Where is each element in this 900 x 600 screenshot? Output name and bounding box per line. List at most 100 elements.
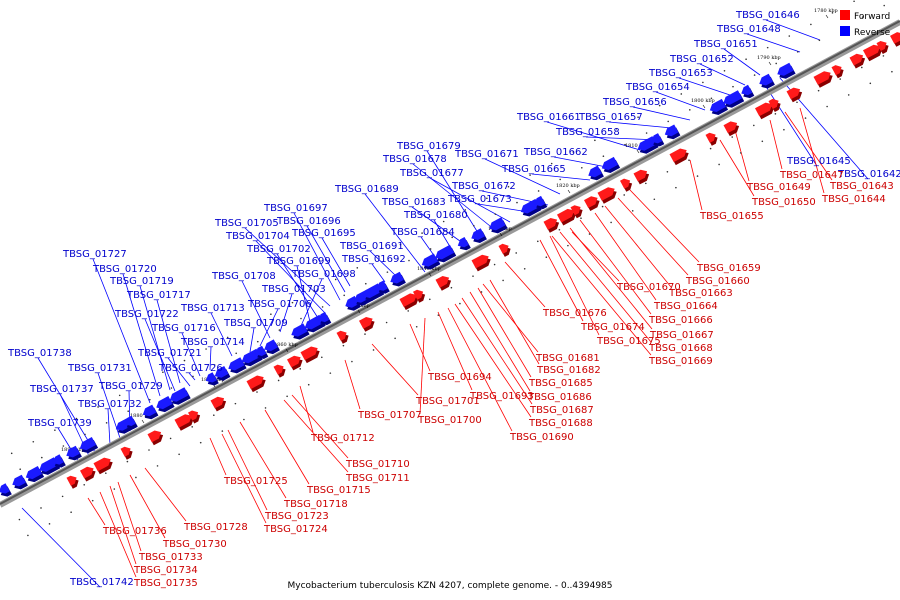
gene-label-tbsg-01670[interactable]: TBSG_01670 (616, 282, 681, 293)
gene-label-tbsg-01729[interactable]: TBSG_01729 (98, 381, 163, 392)
gene-label-tbsg-01687[interactable]: TBSG_01687 (529, 405, 594, 416)
gene-label-tbsg-01679[interactable]: TBSG_01679 (396, 141, 461, 152)
gene-label-tbsg-01648[interactable]: TBSG_01648 (716, 24, 781, 35)
gene-label-tbsg-01664[interactable]: TBSG_01664 (653, 301, 718, 312)
gene-label-tbsg-01695[interactable]: TBSG_01695 (291, 228, 356, 239)
gene-label-tbsg-01659[interactable]: TBSG_01659 (696, 263, 761, 274)
gene-label-tbsg-01644[interactable]: TBSG_01644 (821, 194, 886, 205)
gene-label-tbsg-01691[interactable]: TBSG_01691 (339, 241, 404, 252)
gene-label-tbsg-01681[interactable]: TBSG_01681 (535, 353, 600, 364)
gene-label-tbsg-01649[interactable]: TBSG_01649 (746, 182, 811, 193)
gene-label-tbsg-01723[interactable]: TBSG_01723 (264, 511, 329, 522)
gene-label-tbsg-01734[interactable]: TBSG_01734 (133, 565, 198, 576)
gene-label-tbsg-01719[interactable]: TBSG_01719 (109, 276, 174, 287)
gene-label-tbsg-01654[interactable]: TBSG_01654 (625, 82, 690, 93)
gene-label-tbsg-01668[interactable]: TBSG_01668 (648, 343, 713, 354)
gene-label-tbsg-01703[interactable]: TBSG_01703 (261, 284, 326, 295)
gene-label-tbsg-01714[interactable]: TBSG_01714 (180, 337, 245, 348)
gene-label-tbsg-01665[interactable]: TBSG_01665 (501, 164, 566, 175)
gene-label-tbsg-01655[interactable]: TBSG_01655 (699, 211, 764, 222)
gene-label-tbsg-01738[interactable]: TBSG_01738 (7, 348, 72, 359)
gene-label-tbsg-01685[interactable]: TBSG_01685 (528, 378, 593, 389)
gene-label-tbsg-01721[interactable]: TBSG_01721 (137, 348, 202, 359)
gene-label-tbsg-01653[interactable]: TBSG_01653 (648, 68, 713, 79)
gene-label-tbsg-01713[interactable]: TBSG_01713 (180, 303, 245, 314)
gene-label-tbsg-01689[interactable]: TBSG_01689 (334, 184, 399, 195)
gene-label-tbsg-01676[interactable]: TBSG_01676 (542, 308, 607, 319)
gene-label-tbsg-01682[interactable]: TBSG_01682 (536, 365, 601, 376)
gene-label-tbsg-01677[interactable]: TBSG_01677 (399, 168, 464, 179)
gene-label-tbsg-01737[interactable]: TBSG_01737 (29, 384, 94, 395)
gene-label-tbsg-01709[interactable]: TBSG_01709 (223, 318, 288, 329)
gene-label-tbsg-01692[interactable]: TBSG_01692 (341, 254, 406, 265)
gene-label-tbsg-01671[interactable]: TBSG_01671 (454, 149, 519, 160)
gene-label-tbsg-01643[interactable]: TBSG_01643 (829, 181, 894, 192)
gene-label-tbsg-01678[interactable]: TBSG_01678 (382, 154, 447, 165)
gene-label-tbsg-01720[interactable]: TBSG_01720 (92, 264, 157, 275)
gene-label-tbsg-01702[interactable]: TBSG_01702 (246, 244, 311, 255)
gene-label-tbsg-01661[interactable]: TBSG_01661 (516, 112, 581, 123)
gene-label-tbsg-01645[interactable]: TBSG_01645 (786, 156, 851, 167)
gene-label-tbsg-01657[interactable]: TBSG_01657 (578, 112, 643, 123)
gene-label-tbsg-01700[interactable]: TBSG_01700 (417, 415, 482, 426)
gene-label-tbsg-01696[interactable]: TBSG_01696 (276, 216, 341, 227)
gene-label-tbsg-01672[interactable]: TBSG_01672 (451, 181, 516, 192)
gene-label-tbsg-01708[interactable]: TBSG_01708 (211, 271, 276, 282)
gene-label-tbsg-01726[interactable]: TBSG_01726 (158, 363, 223, 374)
gene-label-tbsg-01663[interactable]: TBSG_01663 (668, 288, 733, 299)
gene-label-tbsg-01688[interactable]: TBSG_01688 (528, 418, 593, 429)
gene-label-tbsg-01705[interactable]: TBSG_01705 (214, 218, 279, 229)
gene-label-tbsg-01680[interactable]: TBSG_01680 (403, 210, 468, 221)
gene-label-tbsg-01642[interactable]: TBSG_01642 (837, 169, 900, 180)
gene-label-tbsg-01715[interactable]: TBSG_01715 (306, 485, 371, 496)
gene-label-tbsg-01739[interactable]: TBSG_01739 (27, 418, 92, 429)
gene-label-tbsg-01699[interactable]: TBSG_01699 (266, 256, 331, 267)
gene-label-tbsg-01675[interactable]: TBSG_01675 (596, 336, 661, 347)
gene-label-tbsg-01667[interactable]: TBSG_01667 (649, 330, 714, 341)
gene-label-tbsg-01674[interactable]: TBSG_01674 (580, 322, 645, 333)
gene-label-tbsg-01658[interactable]: TBSG_01658 (555, 127, 620, 138)
gene-label-tbsg-01684[interactable]: TBSG_01684 (390, 227, 455, 238)
gene-label-tbsg-01698[interactable]: TBSG_01698 (291, 269, 356, 280)
gene-label-tbsg-01736[interactable]: TBSG_01736 (102, 526, 167, 537)
gene-label-tbsg-01731[interactable]: TBSG_01731 (67, 363, 132, 374)
gene-label-tbsg-01712[interactable]: TBSG_01712 (310, 433, 375, 444)
gene-label-tbsg-01724[interactable]: TBSG_01724 (263, 524, 328, 535)
gene-label-tbsg-01735[interactable]: TBSG_01735 (133, 578, 198, 589)
gene-label-tbsg-01704[interactable]: TBSG_01704 (225, 231, 290, 242)
gene-label-tbsg-01697[interactable]: TBSG_01697 (263, 203, 328, 214)
gene-label-tbsg-01716[interactable]: TBSG_01716 (151, 323, 216, 334)
gene-label-tbsg-01742[interactable]: TBSG_01742 (69, 577, 134, 588)
gene-label-tbsg-01660[interactable]: TBSG_01660 (685, 276, 750, 287)
gene-label-tbsg-01686[interactable]: TBSG_01686 (527, 392, 592, 403)
gene-label-tbsg-01656[interactable]: TBSG_01656 (602, 97, 667, 108)
gene-label-tbsg-01730[interactable]: TBSG_01730 (162, 539, 227, 550)
gene-label-tbsg-01727[interactable]: TBSG_01727 (62, 249, 127, 260)
gene-label-tbsg-01683[interactable]: TBSG_01683 (381, 197, 446, 208)
gene-label-tbsg-01710[interactable]: TBSG_01710 (345, 459, 410, 470)
gene-label-tbsg-01718[interactable]: TBSG_01718 (283, 499, 348, 510)
gene-label-tbsg-01651[interactable]: TBSG_01651 (693, 39, 758, 50)
gene-label-tbsg-01733[interactable]: TBSG_01733 (138, 552, 203, 563)
gene-label-tbsg-01666[interactable]: TBSG_01666 (648, 315, 713, 326)
gene-label-tbsg-01673[interactable]: TBSG_01673 (447, 194, 512, 205)
gene-label-tbsg-01711[interactable]: TBSG_01711 (345, 473, 410, 484)
gene-label-tbsg-01706[interactable]: TBSG_01706 (247, 299, 312, 310)
gene-label-tbsg-01647[interactable]: TBSG_01647 (779, 170, 844, 181)
gene-label-tbsg-01646[interactable]: TBSG_01646 (735, 10, 800, 21)
gene-label-tbsg-01717[interactable]: TBSG_01717 (126, 290, 191, 301)
gene-label-tbsg-01662[interactable]: TBSG_01662 (523, 147, 588, 158)
gene-label-tbsg-01693[interactable]: TBSG_01693 (469, 391, 534, 402)
gene-label-tbsg-01650[interactable]: TBSG_01650 (751, 197, 816, 208)
gene-label-tbsg-01728[interactable]: TBSG_01728 (183, 522, 248, 533)
gene-label-tbsg-01701[interactable]: TBSG_01701 (415, 396, 480, 407)
gene-label-tbsg-01725[interactable]: TBSG_01725 (223, 476, 288, 487)
gene-label-tbsg-01732[interactable]: TBSG_01732 (77, 399, 142, 410)
gene-label-tbsg-01707[interactable]: TBSG_01707 (357, 410, 422, 421)
gene-label-tbsg-01669[interactable]: TBSG_01669 (648, 356, 713, 367)
backbone-dot (291, 301, 294, 304)
gene-label-tbsg-01694[interactable]: TBSG_01694 (427, 372, 492, 383)
gene-label-tbsg-01652[interactable]: TBSG_01652 (669, 54, 734, 65)
gene-label-tbsg-01690[interactable]: TBSG_01690 (509, 432, 574, 443)
gene-label-tbsg-01722[interactable]: TBSG_01722 (114, 309, 179, 320)
